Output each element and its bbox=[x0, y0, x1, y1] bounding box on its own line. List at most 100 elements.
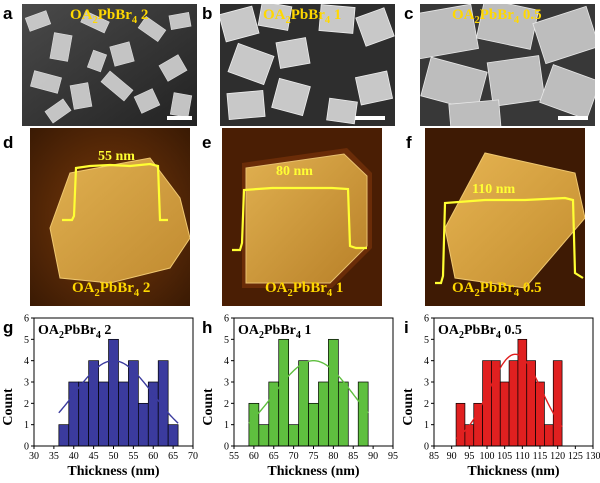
x-tick-label: 85 bbox=[429, 451, 439, 462]
histogram-bar bbox=[278, 338, 290, 447]
y-tick-label: 5 bbox=[424, 335, 429, 346]
histogram-bar bbox=[318, 381, 329, 447]
histogram-bar bbox=[167, 424, 179, 447]
x-tick-label: 130 bbox=[586, 451, 600, 462]
y-axis-label: Count bbox=[201, 388, 216, 426]
scale-bar bbox=[355, 116, 385, 120]
y-tick-label: 3 bbox=[424, 378, 429, 389]
height-profile bbox=[232, 186, 367, 252]
afm-thickness-label-f: 110 nm bbox=[472, 182, 516, 197]
afm-image-f bbox=[425, 128, 585, 306]
sem-label-c: OA2PbBr4 0.5 bbox=[452, 7, 542, 26]
histogram-bar bbox=[491, 360, 501, 447]
x-tick-label: 90 bbox=[368, 451, 378, 462]
x-tick-label: 65 bbox=[168, 451, 178, 462]
y-tick-label: 4 bbox=[224, 356, 229, 367]
y-tick-label: 3 bbox=[224, 378, 229, 389]
y-axis-label: Count bbox=[1, 388, 16, 426]
histogram-bar bbox=[328, 338, 339, 447]
x-tick-label: 75 bbox=[309, 451, 319, 462]
panel-letter-h: h bbox=[202, 318, 213, 337]
x-tick-label: 115 bbox=[533, 451, 548, 462]
histogram-bar bbox=[58, 424, 70, 447]
x-tick-label: 95 bbox=[388, 451, 398, 462]
scale-bar bbox=[167, 116, 192, 120]
histogram-bar bbox=[78, 381, 90, 447]
x-tick-label: 55 bbox=[229, 451, 239, 462]
x-tick-label: 65 bbox=[269, 451, 279, 462]
panel-letter-b: b bbox=[202, 4, 213, 23]
y-axis-label: Count bbox=[401, 388, 416, 426]
histogram-bar bbox=[508, 360, 519, 447]
afm-thickness-label-d: 55 nm bbox=[98, 149, 135, 164]
sem-image-a bbox=[22, 4, 197, 126]
y-tick-label: 2 bbox=[224, 399, 229, 410]
x-tick-label: 40 bbox=[69, 451, 79, 462]
sem-image-b bbox=[220, 4, 395, 126]
chart-title: OA2PbBr4 2 bbox=[38, 323, 111, 341]
y-tick-label: 2 bbox=[24, 399, 29, 410]
histogram-h: 55 60 65 70 75 80 85 90 95 0 1 2 3 4 5 6 Thickness (nm) C… bbox=[200, 306, 400, 483]
afm-sample-label-f: OA2PbBr4 0.5 bbox=[452, 280, 542, 299]
histogram-i-svg: 85 90 95 100 105 110 115 120 125 130 0 1 2 3 4 5 6 Thickn… bbox=[401, 314, 600, 480]
x-axis-label: Thickness (nm) bbox=[67, 464, 160, 479]
x-tick-label: 105 bbox=[497, 451, 512, 462]
panel-letter-e: e bbox=[202, 133, 212, 152]
x-tick-label: 55 bbox=[128, 451, 138, 462]
chart-title: OA2PbBr4 1 bbox=[238, 323, 311, 341]
y-tick-label: 1 bbox=[424, 420, 429, 431]
panel-letter-d: d bbox=[3, 133, 14, 152]
panel-letter-g: g bbox=[3, 318, 14, 337]
histogram-bar bbox=[298, 360, 309, 447]
histogram-bar bbox=[118, 381, 129, 447]
y-tick-label: 1 bbox=[224, 420, 229, 431]
x-tick-label: 100 bbox=[480, 451, 495, 462]
y-tick-label: 5 bbox=[224, 335, 229, 346]
x-tick-label: 80 bbox=[328, 451, 338, 462]
histogram-bar bbox=[308, 402, 319, 447]
afm-thickness-label-e: 80 nm bbox=[276, 164, 313, 179]
histogram-g: 30 35 40 45 50 55 60 65 70 0 1 2 3 4 5 6 Thickness (nm) C… bbox=[0, 306, 200, 483]
x-tick-label: 125 bbox=[568, 451, 583, 462]
gaussian-fit-curve bbox=[455, 353, 563, 439]
height-profile bbox=[62, 162, 168, 222]
y-tick-label: 6 bbox=[24, 314, 29, 325]
y-tick-label: 6 bbox=[224, 314, 229, 325]
histogram-h-svg: 55 60 65 70 75 80 85 90 95 0 1 2 3 4 5 6 Thickness (nm) C… bbox=[201, 314, 398, 480]
x-tick-label: 120 bbox=[550, 451, 565, 462]
sem-label-a: OA2PbBr4 2 bbox=[70, 7, 149, 26]
x-tick-label: 70 bbox=[289, 451, 299, 462]
y-tick-label: 3 bbox=[24, 378, 29, 389]
histogram-bar bbox=[98, 381, 109, 447]
panel-letter-i: i bbox=[404, 318, 409, 337]
histogram-bar bbox=[248, 402, 260, 447]
histogram-bar bbox=[464, 424, 475, 447]
y-tick-label: 4 bbox=[24, 356, 29, 367]
histogram-bar bbox=[258, 424, 270, 447]
x-tick-label: 45 bbox=[89, 451, 99, 462]
panel-letter-c: c bbox=[404, 4, 414, 23]
height-profile bbox=[435, 196, 584, 285]
x-tick-label: 110 bbox=[515, 451, 530, 462]
histogram-bar bbox=[288, 424, 299, 447]
x-tick-label: 90 bbox=[447, 451, 457, 462]
y-tick-label: 6 bbox=[424, 314, 429, 325]
y-tick-label: 2 bbox=[424, 399, 429, 410]
x-axis-label: Thickness (nm) bbox=[267, 464, 360, 479]
gaussian-fit-curve bbox=[248, 360, 369, 424]
scale-bar bbox=[558, 116, 588, 120]
y-tick-label: 0 bbox=[424, 442, 429, 453]
x-tick-label: 95 bbox=[464, 451, 474, 462]
histogram-bar bbox=[499, 381, 510, 447]
sem-image-c bbox=[420, 4, 595, 126]
histogram-bar bbox=[526, 360, 536, 447]
afm-sample-label-d: OA2PbBr4 2 bbox=[72, 280, 151, 299]
afm-image-e bbox=[222, 128, 382, 306]
histogram-bar bbox=[268, 381, 280, 447]
histogram-bar bbox=[482, 360, 492, 447]
y-tick-label: 1 bbox=[24, 420, 29, 431]
histogram-bar bbox=[108, 338, 119, 447]
y-tick-label: 0 bbox=[24, 442, 29, 453]
x-tick-label: 50 bbox=[109, 451, 119, 462]
